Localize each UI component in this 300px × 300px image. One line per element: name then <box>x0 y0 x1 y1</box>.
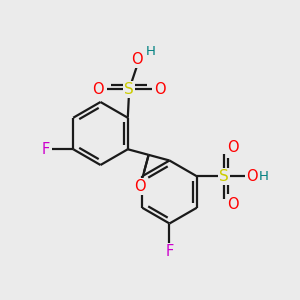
Text: H: H <box>145 45 155 58</box>
Text: O: O <box>227 140 238 155</box>
Text: O: O <box>92 82 104 97</box>
Text: H: H <box>259 170 269 183</box>
Text: O: O <box>247 169 258 184</box>
Text: F: F <box>165 244 174 260</box>
Text: S: S <box>219 169 229 184</box>
Text: O: O <box>227 197 238 212</box>
Text: O: O <box>134 179 146 194</box>
Text: S: S <box>124 82 134 97</box>
Text: F: F <box>41 142 50 157</box>
Text: O: O <box>131 52 142 67</box>
Text: O: O <box>154 82 166 97</box>
